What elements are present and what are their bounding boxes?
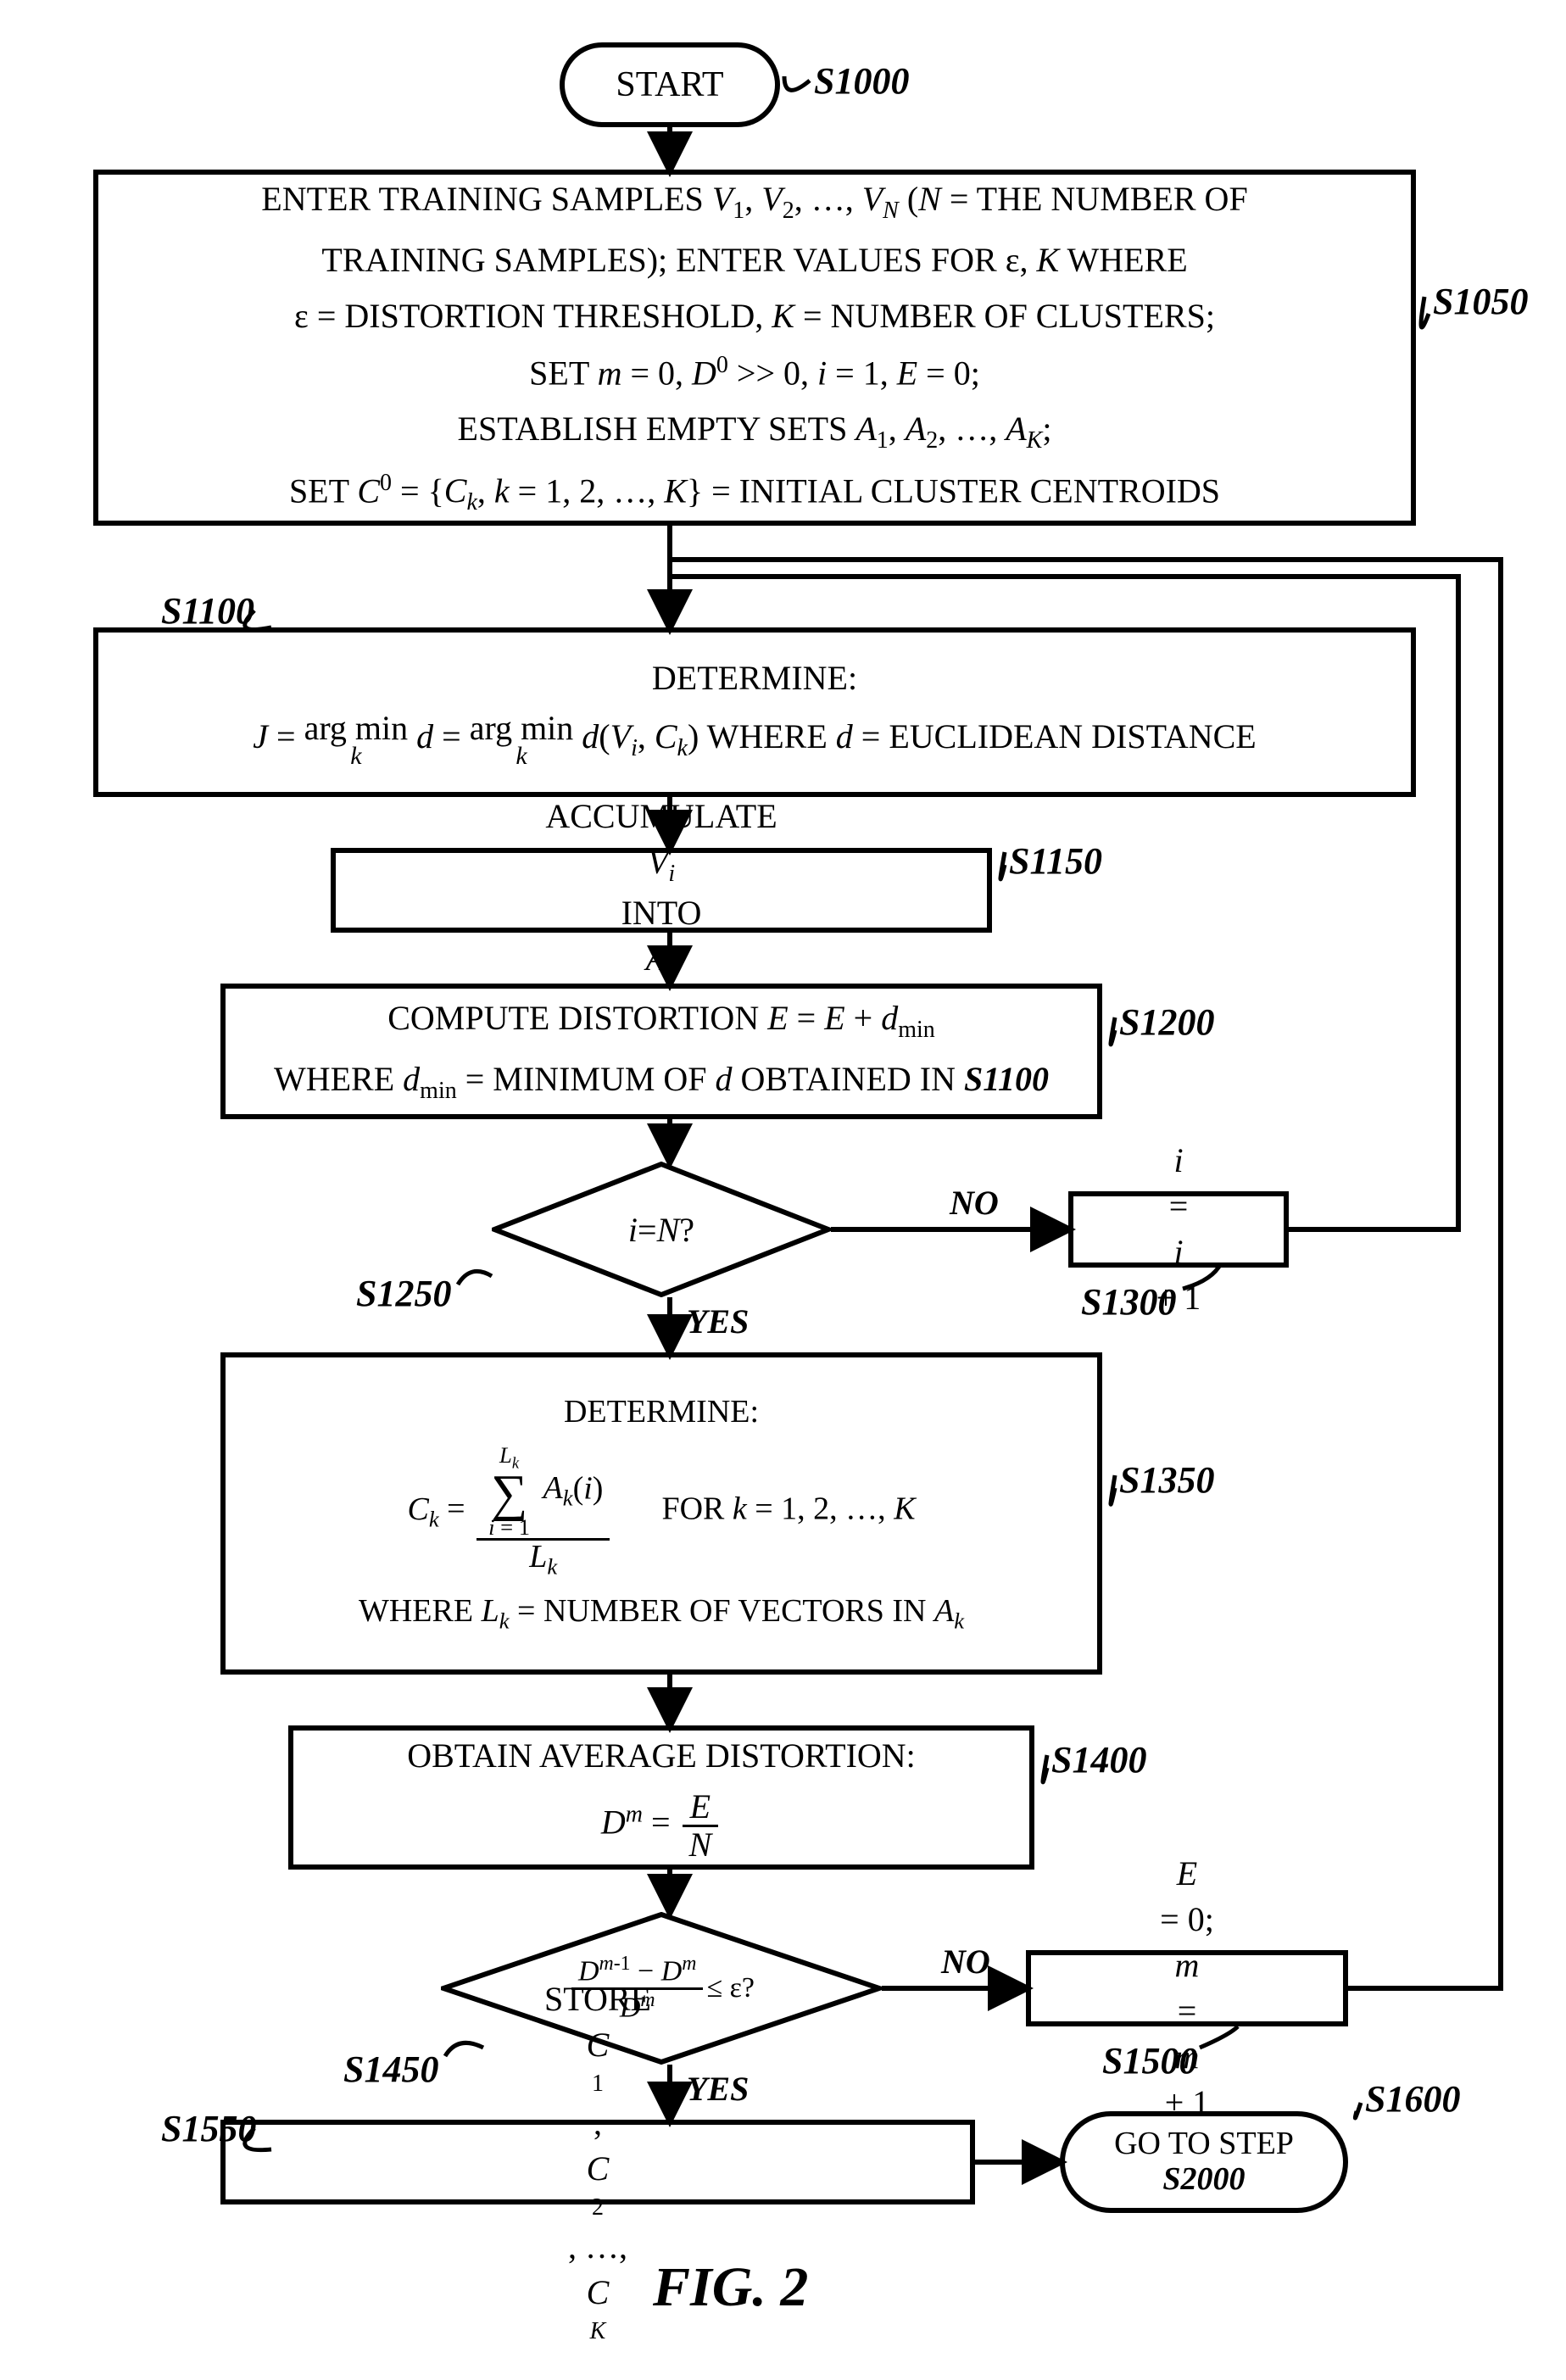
step-s1150: ACCUMULATE Vi INTO AJ [331,848,992,933]
label-s1350: S1350 [1119,1458,1214,1502]
label-s1450: S1450 [343,2048,438,2091]
edge-no-1: NO [950,1183,999,1223]
label-s1500: S1500 [1102,2039,1197,2082]
step-s1400: OBTAIN AVERAGE DISTORTION:Dm = EN [288,1725,1034,1870]
edge-no-2: NO [941,1942,990,1981]
label-s1200: S1200 [1119,1000,1214,1044]
label-s1300: S1300 [1081,1280,1176,1324]
label-s1600: S1600 [1365,2077,1460,2121]
step-s1300: i = i + 1 [1068,1191,1289,1268]
decision-s1250-text: i = N? [492,1162,831,1297]
label-s1550: S1550 [161,2107,256,2150]
label-s1050: S1050 [1433,280,1528,323]
step-s1100: DETERMINE:J = arg mink d = arg mink d(Vi… [93,627,1416,797]
step-s1350: DETERMINE:Ck = Lk∑i = 1 Ak(i)Lk FOR k = … [220,1352,1102,1675]
flowchart-canvas: START ENTER TRAINING SAMPLES V1, V2, …, … [0,0,1566,2380]
decision-s1250: i = N? [492,1162,831,1297]
figure-caption: FIG. 2 [653,2255,808,2320]
step-s1550: STORE C1, C2, …, CK [220,2120,975,2204]
label-s1250: S1250 [356,1272,451,1315]
step-s1500: E = 0; m = m + 1 [1026,1950,1348,2026]
terminator-s1600: GO TO STEPS2000 [1060,2111,1348,2213]
label-s1150: S1150 [1009,839,1102,883]
step-s1050: ENTER TRAINING SAMPLES V1, V2, …, VN (N … [93,170,1416,526]
decision-s1450: Dm-1 − DmDm ≤ ε? [441,1912,882,2065]
decision-s1450-text: Dm-1 − DmDm ≤ ε? [441,1912,882,2065]
label-s1000: S1000 [814,59,909,103]
edge-yes-1: YES [687,1301,749,1341]
step-s1200: COMPUTE DISTORTION E = E + dminWHERE dmi… [220,984,1102,1119]
label-s1100: S1100 [161,589,254,633]
edge-yes-2: YES [687,2069,749,2109]
start-terminator: START [560,42,780,127]
label-s1400: S1400 [1051,1738,1146,1781]
start-label: START [616,61,723,109]
